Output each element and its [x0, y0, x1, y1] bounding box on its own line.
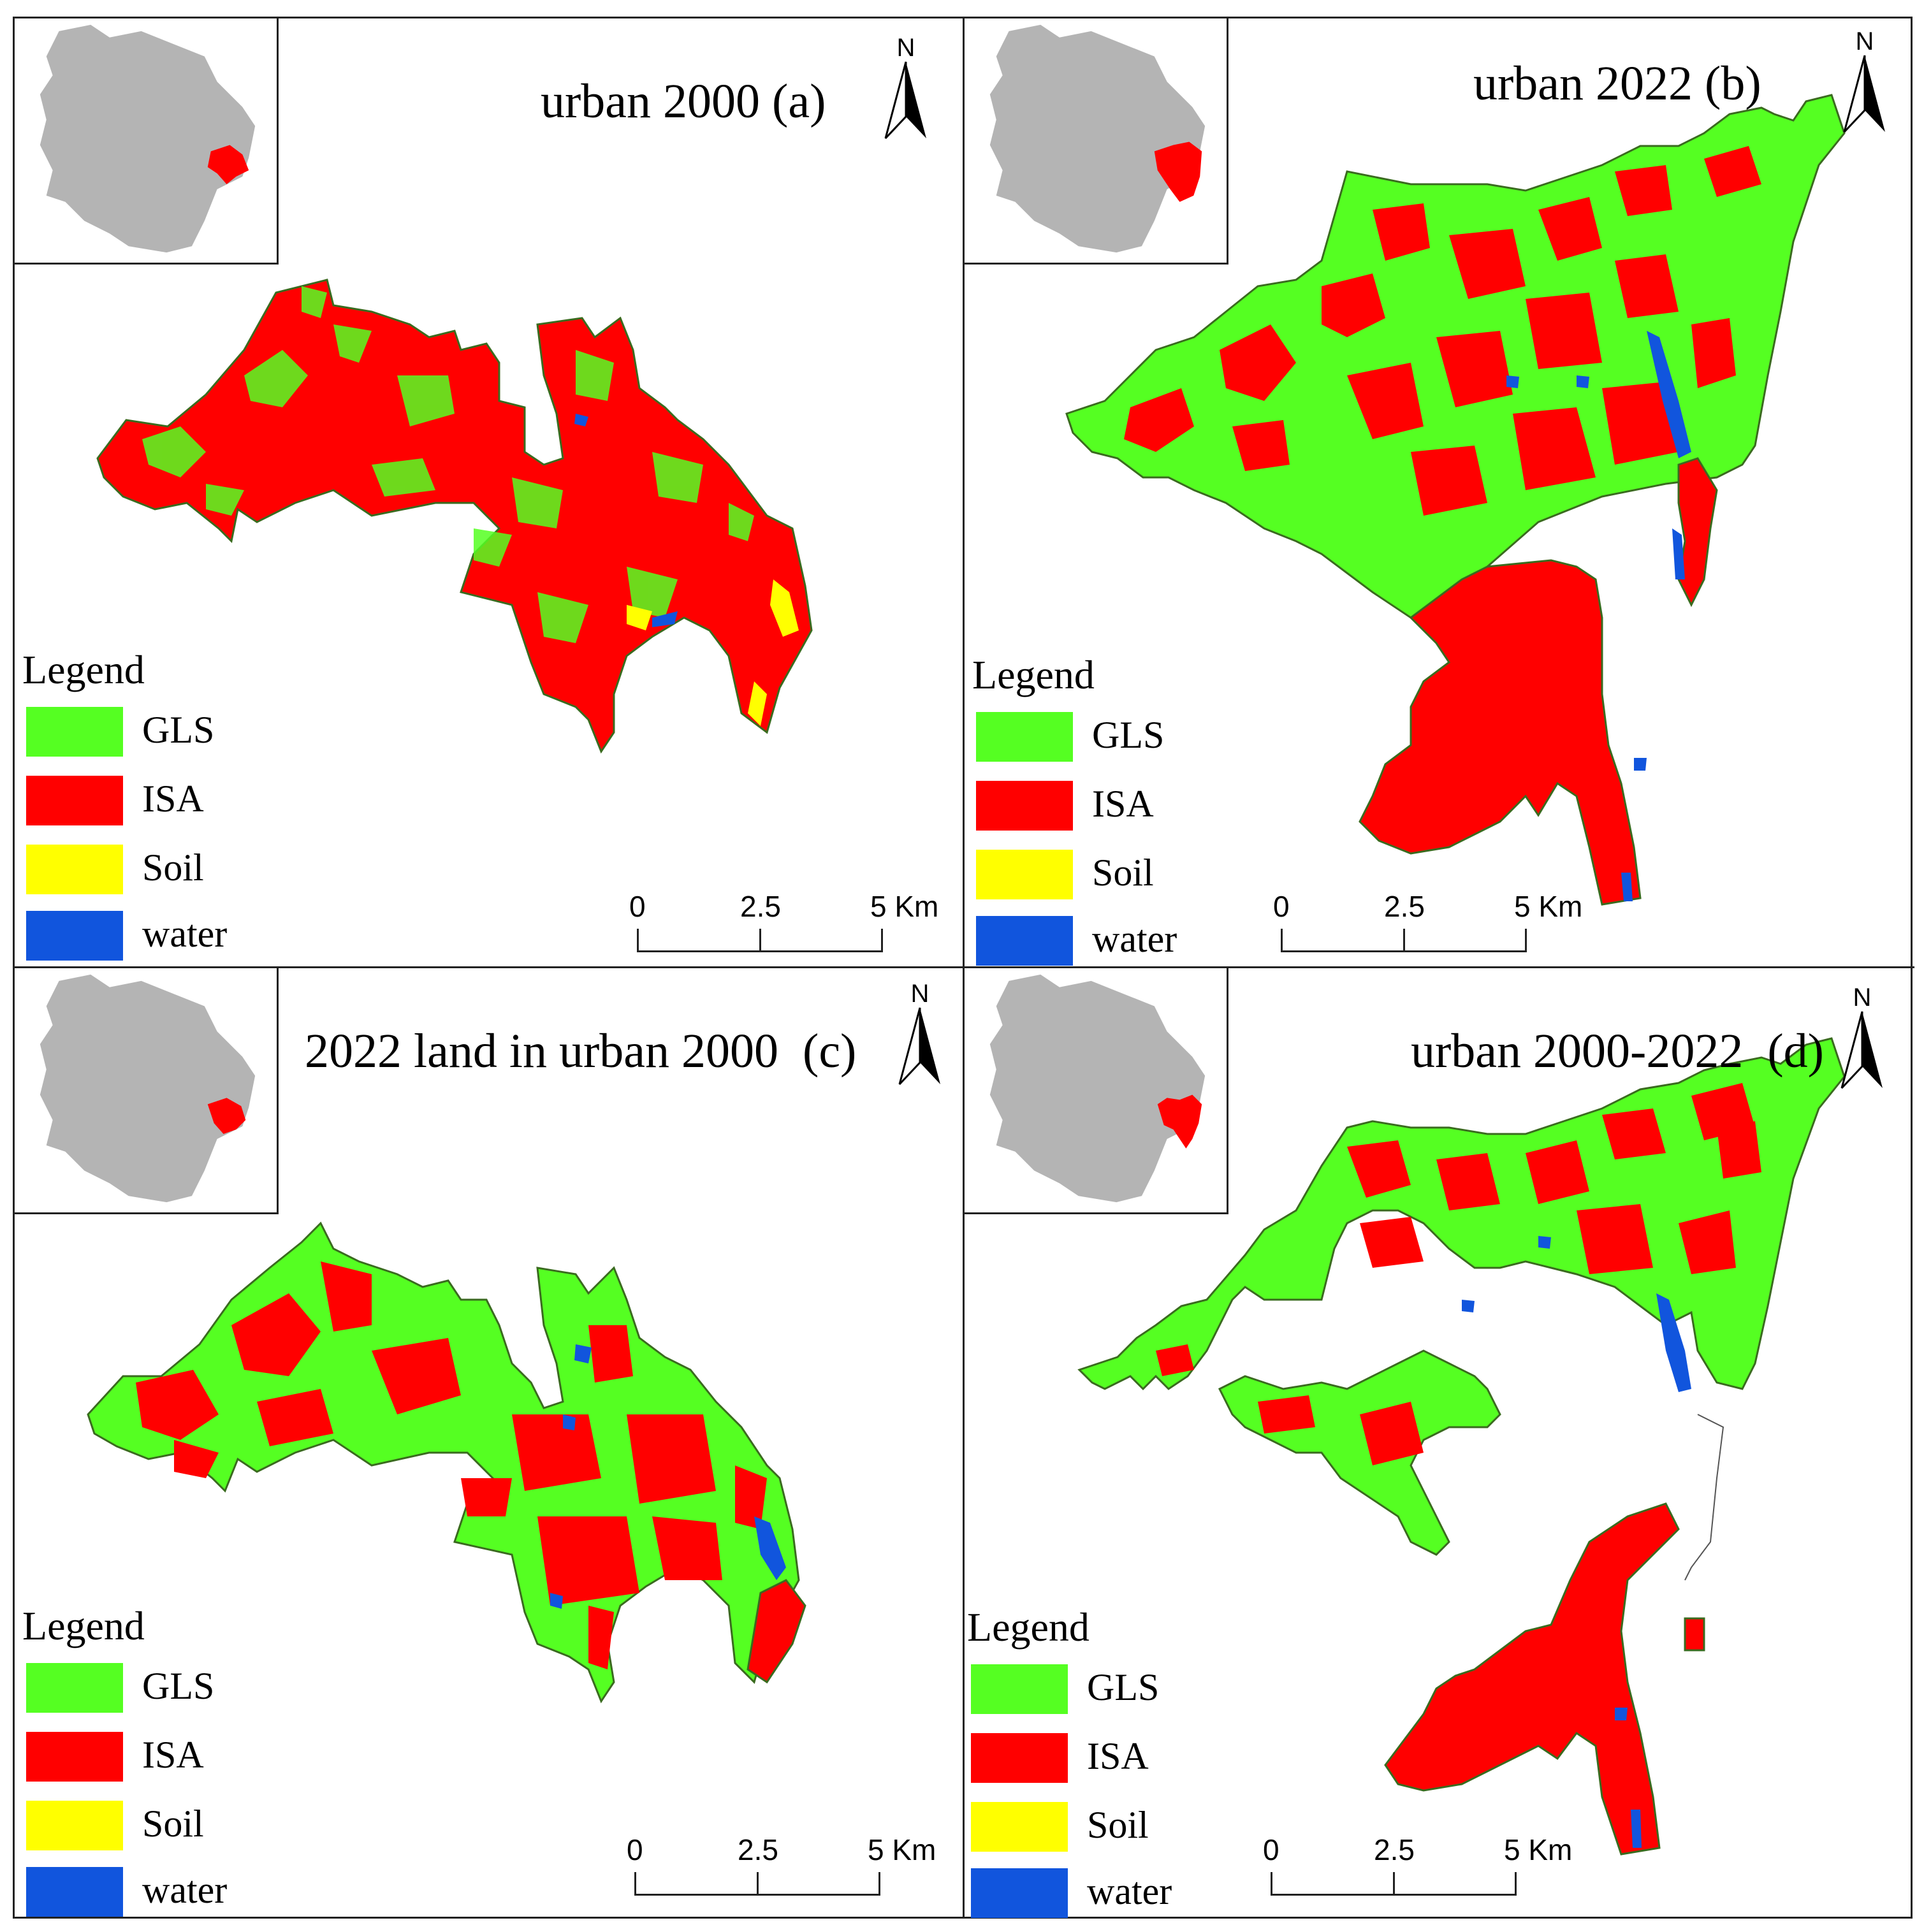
north-arrow: N	[1837, 985, 1888, 1093]
legend-swatch	[26, 707, 123, 757]
legend-item-isa: ISA	[971, 1733, 1226, 1784]
scale-label: 5 Km	[870, 890, 939, 923]
north-arrow-icon	[1843, 55, 1885, 133]
panel-b: urban 2022 (b) N Legend GLS ISA Soil wat…	[965, 18, 1914, 968]
legend-item-water: water	[976, 916, 1231, 966]
north-arrow: N	[1839, 29, 1890, 137]
north-label: N	[1855, 27, 1874, 55]
legend-item-gls: GLS	[26, 707, 281, 758]
panel-a: urban 2000 (a) N Legend GLS ISA Soil wat…	[15, 18, 965, 968]
legend-item-isa: ISA	[976, 781, 1231, 832]
legend-label: Soil	[1087, 1804, 1149, 1846]
scale-bar: 0 2.5 5 Km	[1273, 890, 1638, 966]
locator-inset	[965, 18, 1228, 265]
legend-item-isa: ISA	[26, 1732, 281, 1783]
legend-swatch	[26, 845, 123, 894]
scale-label: 2.5	[1384, 890, 1425, 923]
north-label: N	[910, 980, 929, 1008]
legend-label: water	[142, 913, 228, 955]
panel-title: 2022 land in urban 2000 (c)	[305, 1024, 857, 1078]
panel-d: urban 2000-2022 (d) N Legend GLS ISA Soi…	[965, 968, 1914, 1918]
scale-label: 5 Km	[1504, 1833, 1573, 1866]
figure-grid: urban 2000 (a) N Legend GLS ISA Soil wat…	[13, 17, 1914, 1919]
legend-swatch	[976, 916, 1073, 966]
locator-inset	[965, 968, 1228, 1214]
legend-label: GLS	[1092, 714, 1165, 756]
scale-bar: 0 2.5 5 Km	[1263, 1833, 1628, 1912]
north-arrow-icon	[1840, 1011, 1883, 1089]
scale-label: 2.5	[738, 1833, 778, 1866]
legend: Legend GLS ISA Soil water	[22, 647, 290, 961]
north-label: N	[1853, 984, 1872, 1012]
panel-c: 2022 land in urban 2000 (c) N Legend GLS…	[15, 968, 965, 1918]
legend-swatch	[976, 850, 1073, 899]
scale-bar: 0 2.5 5 Km	[629, 890, 963, 966]
scale-label: 2.5	[1374, 1833, 1415, 1866]
panel-title: urban 2022 (b)	[1473, 57, 1761, 110]
legend-swatch	[971, 1733, 1068, 1783]
legend-label: GLS	[142, 1665, 215, 1707]
legend-label: ISA	[142, 1734, 204, 1776]
north-arrow: N	[894, 981, 945, 1089]
legend: Legend GLS ISA Soil water	[967, 1604, 1235, 1918]
legend-swatch	[971, 1868, 1068, 1918]
north-arrow-icon	[884, 61, 926, 140]
scale-label: 5 Km	[868, 1833, 936, 1866]
legend-label: GLS	[1087, 1666, 1160, 1708]
legend-swatch	[26, 1867, 123, 1917]
legend-swatch	[26, 911, 123, 961]
scale-label: 0	[627, 1833, 643, 1866]
locator-inset	[15, 968, 279, 1214]
legend-item-gls: GLS	[26, 1663, 281, 1714]
panel-title: urban 2000-2022 (d)	[1411, 1024, 1824, 1078]
legend-item-soil: Soil	[26, 1801, 281, 1852]
legend-label: water	[1092, 918, 1177, 960]
legend-swatch	[26, 1663, 123, 1713]
legend-label: GLS	[142, 709, 215, 751]
legend-item-soil: Soil	[976, 850, 1231, 901]
scale-label: 0	[1263, 1833, 1279, 1866]
legend-title: Legend	[967, 1604, 1090, 1650]
legend-label: Soil	[1092, 852, 1154, 894]
north-label: N	[896, 34, 915, 62]
legend: Legend GLS ISA Soil water	[22, 1603, 290, 1917]
legend-swatch	[26, 1801, 123, 1850]
scale-label: 5 Km	[1514, 890, 1583, 923]
locator-inset	[15, 18, 279, 265]
legend-label: Soil	[142, 846, 204, 889]
legend-label: water	[142, 1869, 228, 1911]
legend-item-isa: ISA	[26, 776, 281, 827]
legend-item-water: water	[26, 911, 281, 962]
panel-title: urban 2000 (a)	[541, 75, 826, 128]
legend-item-soil: Soil	[971, 1802, 1226, 1853]
legend-swatch	[26, 776, 123, 825]
scale-label: 0	[629, 890, 646, 923]
legend-title: Legend	[22, 1603, 145, 1648]
legend-label: ISA	[1087, 1735, 1149, 1777]
legend-label: ISA	[142, 778, 204, 820]
scale-label: 0	[1273, 890, 1290, 923]
legend-item-gls: GLS	[971, 1664, 1226, 1715]
legend-title: Legend	[972, 652, 1095, 697]
legend-swatch	[26, 1732, 123, 1782]
legend-item-water: water	[971, 1868, 1226, 1918]
legend-title: Legend	[22, 647, 145, 692]
legend-swatch	[971, 1664, 1068, 1714]
legend-swatch	[976, 781, 1073, 831]
legend-item-water: water	[26, 1867, 281, 1918]
legend-label: Soil	[142, 1803, 204, 1845]
legend-item-soil: Soil	[26, 845, 281, 896]
legend-swatch	[971, 1802, 1068, 1852]
legend-item-gls: GLS	[976, 712, 1231, 763]
scale-bar: 0 2.5 5 Km	[627, 1833, 963, 1912]
north-arrow: N	[880, 35, 931, 143]
north-arrow-icon	[898, 1007, 940, 1086]
legend-label: water	[1087, 1870, 1172, 1912]
scale-label: 2.5	[740, 890, 781, 923]
legend: Legend GLS ISA Soil water	[972, 652, 1240, 966]
legend-swatch	[976, 712, 1073, 762]
legend-label: ISA	[1092, 783, 1154, 825]
